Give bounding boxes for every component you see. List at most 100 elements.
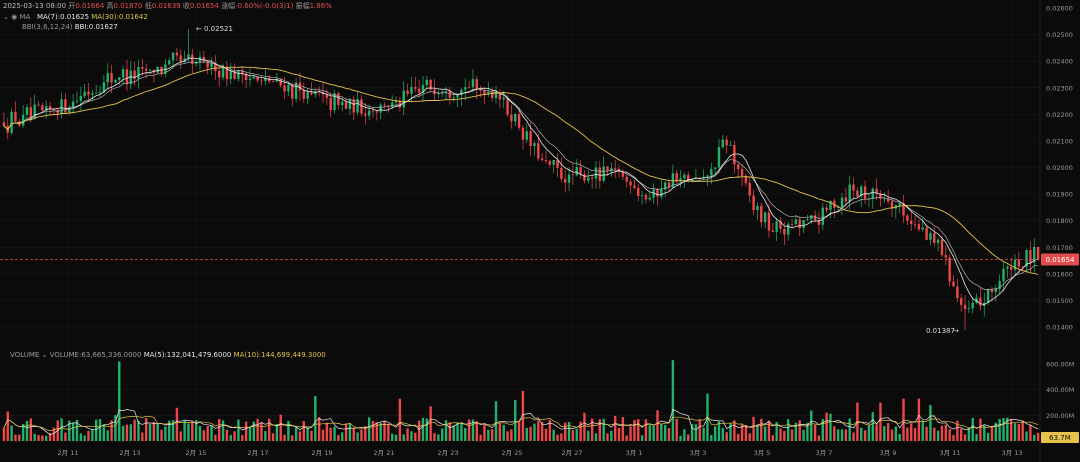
volume-bar — [452, 425, 455, 441]
volume-bar — [202, 430, 206, 441]
y-tick-label: 0.02600 — [1046, 5, 1073, 13]
volume-bar — [406, 428, 409, 441]
volume-bar — [417, 420, 421, 441]
candle-body — [733, 145, 736, 165]
candle-body — [294, 82, 298, 99]
volume-bar — [983, 425, 986, 441]
bbi-value: BBI:0.01627 — [74, 23, 118, 31]
y-tick-label: 0.02300 — [1046, 84, 1073, 92]
volume-bar — [825, 412, 828, 441]
candle-body — [2, 122, 6, 127]
candle-body — [798, 219, 801, 228]
volume-bar — [225, 429, 229, 441]
volume-bar — [540, 422, 544, 441]
volume-bar — [979, 418, 982, 441]
candle-body — [767, 212, 771, 231]
volume-tick-label: 200.00M — [1046, 412, 1074, 420]
volume-bar — [348, 422, 352, 441]
candle-body — [860, 186, 863, 197]
volume-bar — [279, 414, 282, 441]
volume-bar — [606, 433, 609, 441]
candle-body — [337, 93, 340, 106]
volume-bar — [171, 420, 175, 441]
candle-body — [760, 205, 763, 223]
candle-body — [910, 220, 913, 225]
volume-bar — [164, 426, 167, 441]
volume-bar — [48, 432, 52, 441]
candle-body — [198, 56, 202, 63]
candle-body — [567, 174, 571, 183]
volume-bar — [510, 429, 513, 441]
candle-body — [729, 145, 732, 146]
candle-body — [264, 77, 267, 81]
volume-bar — [148, 423, 152, 441]
candle-body — [721, 139, 725, 148]
volume-bar — [325, 422, 329, 441]
candle-body — [83, 91, 86, 97]
y-tick-label: 0.02100 — [1046, 137, 1073, 145]
ohlc-header: 2025-03-13 08:00 开0.01664 高0.01670 低0.01… — [3, 1, 332, 11]
candle-body — [540, 158, 544, 160]
volume-bar — [102, 424, 106, 441]
volume-bar — [306, 427, 309, 441]
candle-body — [241, 70, 244, 75]
candle-body — [986, 288, 990, 303]
volume-bar — [517, 421, 521, 441]
candle-body — [990, 288, 994, 293]
candle-body — [144, 68, 148, 71]
volume-bar — [806, 422, 809, 441]
volume-bar — [656, 410, 659, 441]
candle-body — [429, 79, 432, 90]
volume-bar — [567, 422, 571, 441]
volume-bar — [33, 433, 36, 441]
volume-bar — [10, 425, 13, 441]
volume-bar — [537, 420, 540, 441]
amplitude-label: 振幅 — [295, 2, 310, 10]
volume-bar — [967, 427, 971, 441]
low-value: 0.01639 — [151, 2, 181, 10]
volume-bar — [60, 418, 63, 441]
high-annotation-arrow: ← — [196, 25, 202, 33]
candle-body — [452, 97, 455, 99]
candle-body — [287, 85, 290, 92]
candle-body — [71, 101, 75, 108]
candle-body — [756, 205, 759, 211]
open-label: 开 — [68, 2, 76, 10]
candle-body — [206, 61, 209, 68]
candle-body — [744, 175, 748, 183]
collapse-icon[interactable]: ⌄ — [3, 13, 9, 21]
eye-icon[interactable]: ◉ — [11, 13, 18, 21]
candle-body — [806, 219, 809, 221]
candle-body — [963, 304, 967, 309]
candle-body — [225, 66, 229, 80]
price-badge-label: 0.01654 — [1046, 256, 1075, 264]
volume-bar — [514, 399, 517, 441]
candle-body — [637, 187, 640, 196]
volume-bar — [387, 423, 390, 441]
candle-body — [667, 182, 671, 188]
candle-body — [64, 99, 67, 113]
volume-dropdown-icon[interactable]: ⌄ — [41, 351, 48, 359]
candle-body — [1017, 259, 1021, 267]
volume-bar — [302, 421, 305, 441]
volume-bar — [475, 421, 478, 441]
y-tick-label: 0.01800 — [1046, 217, 1073, 225]
volume-bar — [998, 418, 1001, 441]
candle-body — [575, 167, 578, 176]
volume-bar — [852, 432, 855, 441]
volume-bar — [110, 420, 113, 441]
volume-bar — [667, 428, 671, 441]
volume-bar — [471, 419, 475, 441]
candle-body — [629, 181, 632, 186]
volume-bar — [771, 435, 775, 441]
volume-bar — [91, 429, 94, 441]
volume-bar — [421, 417, 425, 441]
volume-bar — [763, 426, 767, 441]
x-tick-label: 2月 27 — [562, 449, 583, 457]
volume-bar — [710, 435, 713, 441]
candle-body — [356, 99, 359, 113]
candle-body — [544, 159, 548, 162]
volume-bar — [702, 427, 705, 441]
close-label: 收 — [182, 2, 190, 10]
candle-body — [852, 184, 855, 191]
